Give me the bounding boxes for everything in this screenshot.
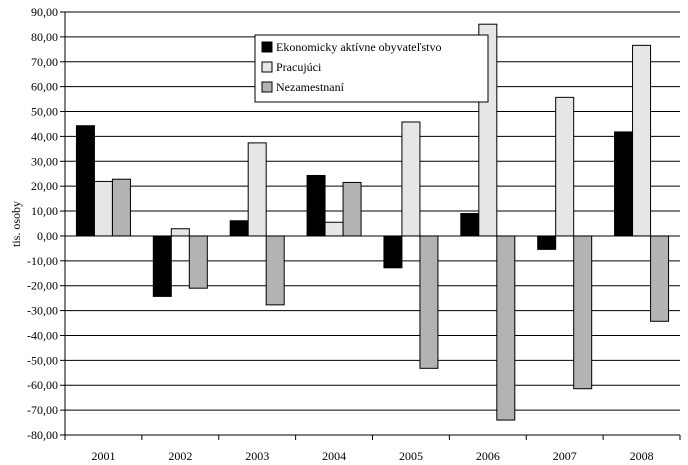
bar-2005-series-1 <box>383 235 403 269</box>
y-tick-label: 0,00 <box>37 229 58 243</box>
x-tick-label-2002: 2002 <box>168 449 192 463</box>
y-tick-label: -20,00 <box>27 279 58 293</box>
y-tick-label: 60,00 <box>31 80 58 94</box>
bar-2001-series-1 <box>75 125 95 237</box>
bar-2008-series-1 <box>614 131 634 237</box>
legend: Ekonomicky aktívne obyvateľstvo Pracujúci… <box>254 34 489 103</box>
y-tick-label: -10,00 <box>27 254 58 268</box>
y-tick-label: 70,00 <box>31 55 58 69</box>
y-tick-label: 50,00 <box>31 105 58 119</box>
y-tick-label: 10,00 <box>31 204 58 218</box>
y-tick-label: 80,00 <box>31 30 58 44</box>
bar-2008-series-3 <box>650 235 670 322</box>
y-tick-label: -30,00 <box>27 304 58 318</box>
bar-2001-series-2 <box>93 180 113 237</box>
bar-2007-series-1 <box>537 235 557 250</box>
y-tick-label: 20,00 <box>31 179 58 193</box>
bar-2002-series-2 <box>170 228 190 237</box>
y-tick-label: 30,00 <box>31 154 58 168</box>
bar-2008-series-2 <box>632 44 652 237</box>
x-tick-label-2003: 2003 <box>245 449 269 463</box>
bar-2007-series-3 <box>573 235 593 390</box>
legend-swatch-series-3 <box>261 81 273 93</box>
bar-2004-series-2 <box>324 221 344 237</box>
legend-label-series-2: Pracujúci <box>276 60 322 74</box>
legend-label-series-1: Ekonomicky aktívne obyvateľstvo <box>276 40 442 54</box>
bar-2005-series-2 <box>401 121 421 237</box>
x-tick-label-2006: 2006 <box>476 449 500 463</box>
y-tick-label: -70,00 <box>27 403 58 417</box>
x-tick-label-2008: 2008 <box>630 449 654 463</box>
bar-2005-series-3 <box>419 235 439 369</box>
bar-2007-series-2 <box>555 96 575 237</box>
x-tick-label-2005: 2005 <box>399 449 423 463</box>
y-tick-labels: 90,00 80,00 70,00 60,00 50,00 40,00 30,00 20,00… <box>27 5 65 442</box>
y-tick-label: -60,00 <box>27 378 58 392</box>
legend-box <box>254 34 489 103</box>
legend-label-series-3: Nezamestnaní <box>276 80 345 94</box>
bars <box>75 23 670 421</box>
y-tick-label: -40,00 <box>27 328 58 342</box>
bar-2002-series-3 <box>188 235 208 289</box>
bar-2003-series-2 <box>247 142 267 237</box>
bar-2003-series-3 <box>265 235 285 306</box>
x-tick-labels: 2001 2002 2003 2004 2005 2006 2007 2008 <box>64 435 681 463</box>
x-tick-label-2004: 2004 <box>322 449 346 463</box>
bar-2004-series-3 <box>342 181 362 237</box>
x-tick-label-2007: 2007 <box>553 449 577 463</box>
bar-2004-series-1 <box>306 174 326 237</box>
bar-2003-series-1 <box>229 220 249 237</box>
y-axis-title: tis. osoby <box>9 201 23 247</box>
y-tick-label: -80,00 <box>27 428 58 442</box>
legend-swatch-series-2 <box>261 61 273 73</box>
y-tick-label: 90,00 <box>31 5 58 19</box>
bar-2002-series-1 <box>152 235 172 297</box>
bar-2006-series-1 <box>460 213 480 237</box>
bar-2006-series-3 <box>496 235 516 421</box>
x-tick-label-2001: 2001 <box>91 449 115 463</box>
legend-swatch-series-1 <box>261 41 273 53</box>
y-tick-label: -50,00 <box>27 353 58 367</box>
y-tick-label: 40,00 <box>31 129 58 143</box>
bar-2001-series-3 <box>111 178 131 237</box>
